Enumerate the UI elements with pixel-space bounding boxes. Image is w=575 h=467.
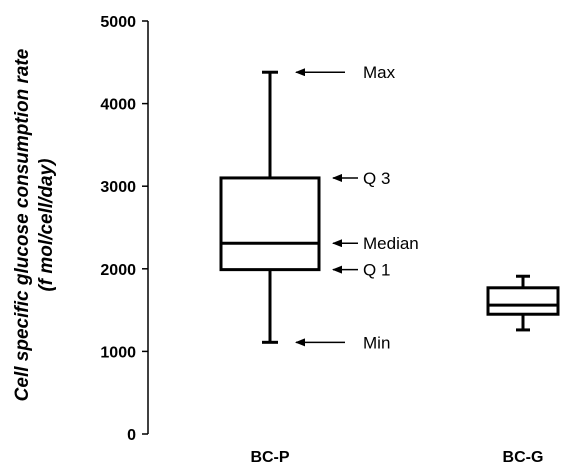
iqr-box	[219, 176, 321, 272]
y-axis-title-line2: (f mol/cell/day)	[36, 158, 57, 291]
y-tick-label-1000: 1000	[100, 344, 136, 361]
iqr-box	[486, 286, 560, 316]
y-tick-label-4000: 4000	[100, 97, 136, 114]
annotation-label: Min	[363, 333, 390, 352]
annotation-label: Q 3	[363, 169, 390, 188]
category-label-BC-P: BC-P	[250, 449, 289, 466]
y-tick-label-5000: 5000	[100, 14, 136, 31]
annotation-label: Median	[363, 234, 419, 253]
category-labels: BC-P BC-G	[250, 449, 543, 466]
annotation-q-1: Q 1	[332, 261, 390, 280]
box-BC-P	[219, 70, 321, 344]
box-BC-G	[486, 274, 560, 332]
y-axis-title: Cell specific glucose consumption rate (…	[12, 48, 57, 401]
y-axis-title-line1: Cell specific glucose consumption rate	[12, 48, 33, 401]
y-tick-label-0: 0	[127, 427, 136, 444]
annotation-label: Max	[363, 63, 396, 82]
boxes	[219, 70, 560, 344]
y-axis: 0 1000 2000 3000 4000 5000	[100, 14, 149, 444]
annotation-min: Min	[295, 333, 390, 352]
annotations: Max Q 3 Median Q 1 Min	[295, 63, 419, 352]
category-label-BC-G: BC-G	[503, 449, 544, 466]
annotation-label: Q 1	[363, 261, 390, 280]
y-tick-label-3000: 3000	[100, 179, 136, 196]
annotation-max: Max	[295, 63, 396, 82]
annotation-q-3: Q 3	[332, 169, 390, 188]
y-tick-label-2000: 2000	[100, 262, 136, 279]
annotation-median: Median	[332, 234, 419, 253]
